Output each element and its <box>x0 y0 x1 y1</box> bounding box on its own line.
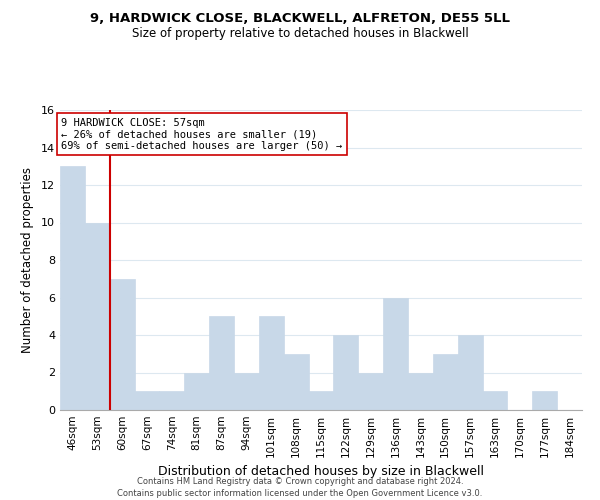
Bar <box>433 354 458 410</box>
Text: Contains HM Land Registry data © Crown copyright and database right 2024.: Contains HM Land Registry data © Crown c… <box>137 478 463 486</box>
Bar <box>358 372 383 410</box>
Bar <box>383 298 408 410</box>
Bar <box>482 391 508 410</box>
Bar <box>110 279 134 410</box>
Bar <box>134 391 160 410</box>
Text: Size of property relative to detached houses in Blackwell: Size of property relative to detached ho… <box>131 28 469 40</box>
Bar <box>334 335 358 410</box>
Bar <box>532 391 557 410</box>
Y-axis label: Number of detached properties: Number of detached properties <box>21 167 34 353</box>
Bar <box>160 391 184 410</box>
Bar <box>458 335 482 410</box>
X-axis label: Distribution of detached houses by size in Blackwell: Distribution of detached houses by size … <box>158 466 484 478</box>
Text: Contains public sector information licensed under the Open Government Licence v3: Contains public sector information licen… <box>118 489 482 498</box>
Bar <box>259 316 284 410</box>
Bar <box>85 222 110 410</box>
Bar <box>284 354 308 410</box>
Text: 9, HARDWICK CLOSE, BLACKWELL, ALFRETON, DE55 5LL: 9, HARDWICK CLOSE, BLACKWELL, ALFRETON, … <box>90 12 510 26</box>
Bar <box>184 372 209 410</box>
Bar <box>234 372 259 410</box>
Bar <box>60 166 85 410</box>
Bar <box>209 316 234 410</box>
Text: 9 HARDWICK CLOSE: 57sqm
← 26% of detached houses are smaller (19)
69% of semi-de: 9 HARDWICK CLOSE: 57sqm ← 26% of detache… <box>61 118 343 150</box>
Bar <box>408 372 433 410</box>
Bar <box>308 391 334 410</box>
